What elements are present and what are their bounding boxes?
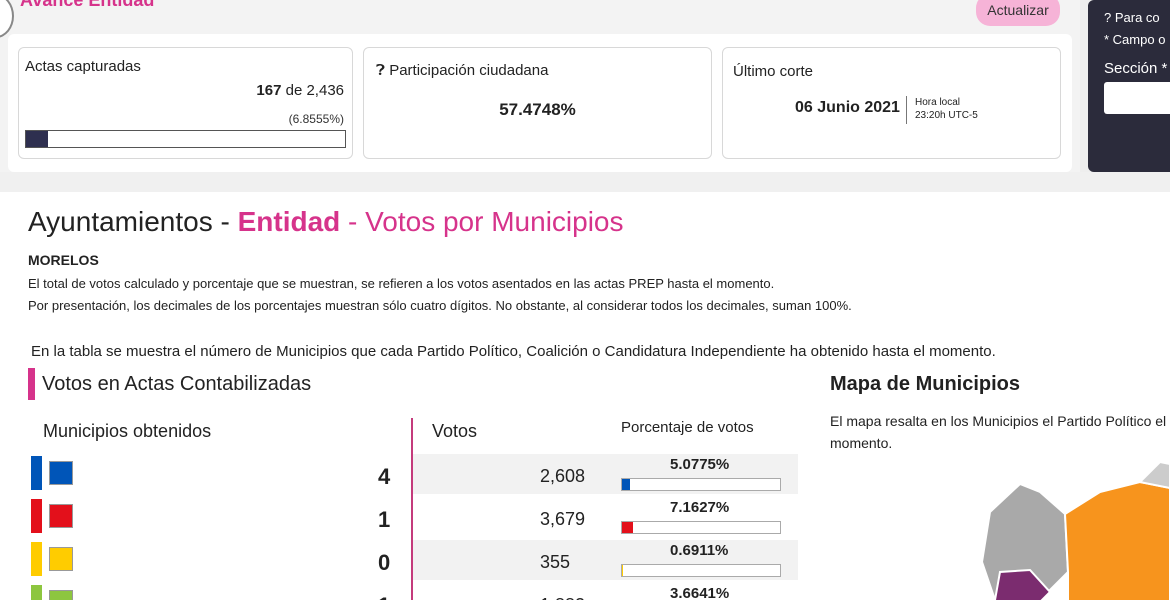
actas-progress-bar bbox=[25, 130, 346, 148]
heading-entity: Entidad bbox=[237, 206, 341, 237]
actas-total: de 2,436 bbox=[285, 82, 344, 99]
corte-date: 06 Junio 2021 bbox=[795, 99, 900, 116]
section-input[interactable] bbox=[1104, 82, 1170, 114]
section-accent bbox=[28, 368, 35, 400]
municipios-value: 0 bbox=[378, 550, 391, 575]
section-label: Sección * bbox=[1104, 60, 1168, 77]
party-stripe bbox=[31, 542, 42, 576]
question-icon: ? bbox=[1104, 10, 1115, 25]
actas-label: Actas capturadas bbox=[25, 58, 141, 75]
party-logo bbox=[31, 585, 73, 600]
porcentaje-bar bbox=[621, 478, 781, 491]
porcentaje-value: 7.1627% bbox=[670, 499, 730, 516]
info-text-2: Por presentación, los decimales de los p… bbox=[28, 298, 852, 313]
party-logo bbox=[31, 542, 73, 576]
municipios-value: 1 bbox=[378, 593, 390, 600]
porcentaje-fill bbox=[622, 479, 631, 490]
info-text-1: El total de votos calculado y porcentaje… bbox=[28, 276, 775, 291]
search-help-text: ? Para co bbox=[1104, 10, 1160, 25]
party-emblem-icon bbox=[49, 461, 73, 485]
map-region-light[interactable] bbox=[1137, 460, 1170, 490]
heading-prefix: Ayuntamientos - bbox=[28, 206, 238, 237]
porcentaje-bar bbox=[621, 564, 781, 577]
corte-label: Último corte bbox=[733, 63, 814, 80]
question-circle-icon[interactable]: ❓︎ bbox=[376, 62, 386, 79]
corte-hora-label: Hora local bbox=[915, 97, 961, 108]
party-emblem-icon bbox=[49, 547, 73, 571]
party-logo bbox=[31, 456, 73, 490]
participacion-label-line: ❓︎ Participación ciudadana bbox=[376, 62, 548, 79]
porcentaje-fill bbox=[622, 565, 624, 576]
section-search-panel: ? Para co * Campo o Sección * bbox=[1088, 0, 1170, 172]
participacion-label: Participación ciudadana bbox=[389, 62, 549, 79]
votos-value: 2,608 bbox=[540, 466, 586, 486]
municipios-map[interactable] bbox=[900, 422, 1170, 600]
party-stripe bbox=[31, 456, 42, 490]
municipios-value: 1 bbox=[378, 507, 391, 532]
participacion-value: 57.4748% bbox=[499, 100, 576, 119]
party-emblem-icon bbox=[49, 504, 73, 528]
col-votos-header[interactable]: Votos bbox=[432, 421, 478, 441]
map-description: El mapa resalta en los Municipios el Par… bbox=[830, 413, 1167, 451]
col-municipios-header[interactable]: Municipios obtenidos bbox=[43, 421, 212, 441]
page-title: Avance Entidad bbox=[20, 0, 155, 10]
map-title: Mapa de Municipios bbox=[830, 373, 1021, 395]
party-logo bbox=[31, 499, 73, 533]
refresh-button[interactable]: Actualizar bbox=[976, 0, 1060, 26]
map-region-orange[interactable] bbox=[1063, 480, 1170, 600]
municipios-value: 4 bbox=[378, 464, 391, 489]
map-region-purple[interactable] bbox=[994, 568, 1052, 600]
actas-count-line: 167 de 2,436 bbox=[256, 82, 344, 99]
party-stripe bbox=[31, 585, 42, 600]
actas-card: Actas capturadas 167 de 2,436 (6.8555%) bbox=[18, 47, 353, 159]
main-content: Ayuntamientos - Entidad - Votos por Muni… bbox=[0, 192, 1170, 600]
state-name: MORELOS bbox=[28, 252, 99, 268]
info-text-3: En la tabla se muestra el número de Muni… bbox=[31, 343, 996, 360]
porcentaje-value: 0.6911% bbox=[670, 542, 729, 559]
votos-value: 355 bbox=[540, 552, 571, 572]
votes-section-title: Votos en Actas Contabilizadas bbox=[42, 373, 312, 395]
actas-count: 167 bbox=[256, 82, 282, 99]
porcentaje-bar bbox=[621, 521, 781, 534]
corte-hora: 23:20h UTC-5 bbox=[915, 110, 978, 121]
porcentaje-fill bbox=[622, 522, 634, 533]
main-heading: Ayuntamientos - Entidad - Votos por Muni… bbox=[28, 206, 624, 238]
porcentaje-value: 5.0775% bbox=[670, 456, 730, 473]
party-stripe bbox=[31, 499, 42, 533]
actas-percentage: (6.8555%) bbox=[288, 112, 344, 126]
corte-separator bbox=[906, 96, 907, 124]
party-emblem-icon bbox=[49, 590, 73, 600]
required-note: * Campo o bbox=[1104, 32, 1166, 47]
divider-band bbox=[0, 172, 1170, 192]
participacion-card: ❓︎ Participación ciudadana 57.4748% bbox=[363, 47, 712, 159]
actas-progress-fill bbox=[26, 131, 48, 147]
votos-value: 1,882 bbox=[540, 595, 585, 600]
heading-suffix: - Votos por Municipios bbox=[340, 206, 624, 237]
col-porcentaje-header[interactable]: Porcentaje de votos bbox=[621, 419, 754, 436]
corte-hora-block: Hora local 23:20h UTC-5 bbox=[915, 96, 978, 122]
column-divider bbox=[411, 418, 413, 600]
porcentaje-value: 3.6641% bbox=[670, 585, 730, 600]
votos-value: 3,679 bbox=[540, 509, 586, 529]
ultimo-corte-card: Último corte 06 Junio 2021 Hora local 23… bbox=[722, 47, 1061, 159]
